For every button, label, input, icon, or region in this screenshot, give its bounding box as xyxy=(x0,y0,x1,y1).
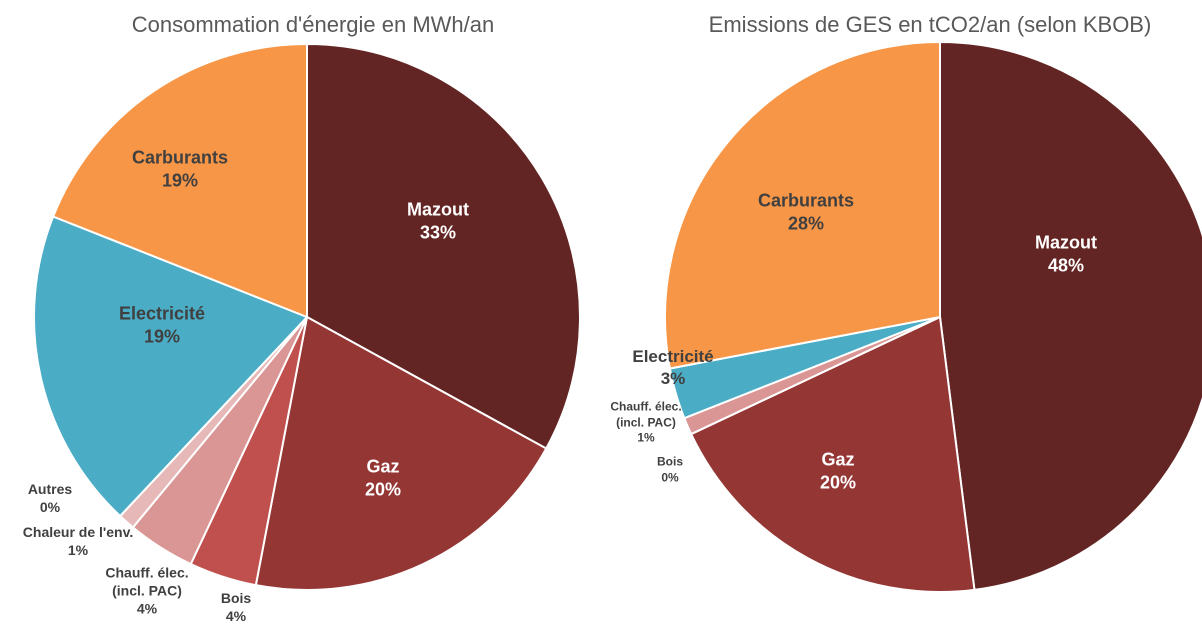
value-label: 3% xyxy=(660,369,686,388)
pie-slice xyxy=(664,40,941,370)
value-label: 20% xyxy=(819,473,857,493)
value-label: 48% xyxy=(1047,256,1085,276)
value-label: 19% xyxy=(143,327,181,347)
slice-label: Autres 0% xyxy=(28,480,72,516)
category-label: Autres xyxy=(27,480,73,497)
pie-slice xyxy=(689,315,976,593)
slice-label: Bois 0% xyxy=(657,454,683,485)
slice-label: Chauff. élec. (incl. PAC) 4% xyxy=(105,564,188,619)
category-label: Chaleur de l'env. xyxy=(22,523,134,540)
value-label: 4% xyxy=(225,608,247,624)
pie-slice xyxy=(939,40,1202,591)
value-label: 28% xyxy=(787,214,825,234)
category-label: Bois xyxy=(220,589,252,606)
slice-label: Carburants 19% xyxy=(132,147,228,194)
value-label: 0% xyxy=(661,470,679,484)
slice-label: Mazout 48% xyxy=(1035,232,1097,279)
slice-label: Chauff. élec. (incl. PAC) 1% xyxy=(610,400,681,447)
slice-label: Carburants 28% xyxy=(758,190,854,237)
category-label: Gaz xyxy=(366,456,400,477)
slice-label: Electricité 19% xyxy=(119,303,205,350)
category-label: Chauff. élec. (incl. PAC) xyxy=(105,564,189,599)
category-label: Mazout xyxy=(407,199,469,220)
category-label: Carburants xyxy=(757,190,855,211)
value-label: 4% xyxy=(136,601,158,618)
slice-label: Gaz 20% xyxy=(820,449,856,496)
value-label: 20% xyxy=(364,480,402,500)
category-label: Carburants xyxy=(131,147,229,168)
category-label: Bois xyxy=(656,454,684,469)
pie-slice xyxy=(33,215,309,518)
category-label: Mazout xyxy=(1035,232,1097,253)
slice-label: Mazout 33% xyxy=(407,199,469,246)
category-label: Chauff. élec. (incl. PAC) xyxy=(610,399,682,430)
category-label: Electricité xyxy=(118,303,206,324)
slice-label: Chaleur de l'env. 1% xyxy=(23,523,133,559)
slice-label: Electricité 3% xyxy=(632,346,713,390)
chart-title: Consommation d'énergie en MWh/an xyxy=(131,12,495,37)
pie-slice xyxy=(254,315,548,591)
value-label: 19% xyxy=(161,171,199,191)
slice-label: Gaz 20% xyxy=(365,456,401,503)
value-label: 1% xyxy=(67,542,89,558)
category-label: Electricité xyxy=(632,346,714,366)
pie-slice xyxy=(51,42,308,319)
value-label: 0% xyxy=(39,499,61,515)
slice-label: Bois 4% xyxy=(221,589,251,625)
value-label: 1% xyxy=(637,430,655,445)
pie-slice xyxy=(306,42,581,450)
chart-title: Emissions de GES en tCO2/an (selon KBOB) xyxy=(708,12,1152,37)
value-label: 33% xyxy=(419,223,457,243)
category-label: Gaz xyxy=(821,449,855,470)
